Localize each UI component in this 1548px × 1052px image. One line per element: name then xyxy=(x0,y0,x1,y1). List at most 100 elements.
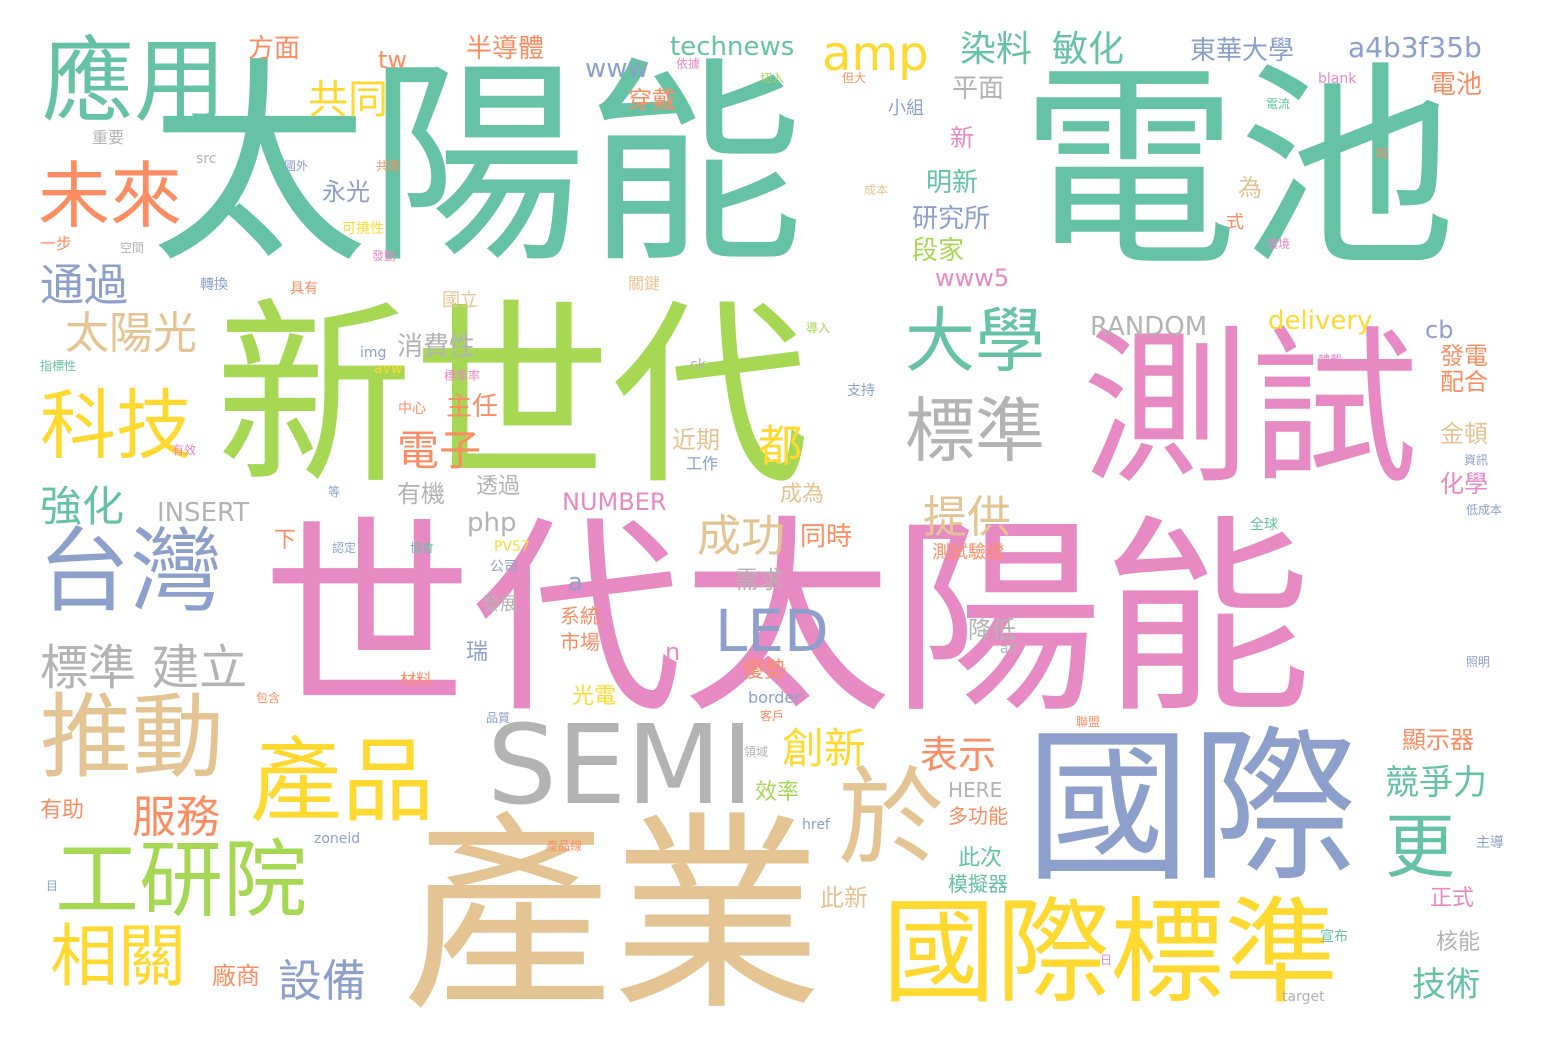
word-indicate: 表示 xyxy=(920,733,997,777)
word-equipment: 設備 xyxy=(278,956,366,1007)
word-university: 大學 xyxy=(905,300,1045,382)
word-organic: 有機 xyxy=(397,480,445,508)
word-www: www xyxy=(585,54,649,84)
word-lighting: 照明 xyxy=(1466,655,1491,669)
word-through: 透過 xyxy=(476,474,521,499)
word-system: 系統 xyxy=(560,604,600,628)
word-dye: 染料 xyxy=(960,29,1033,70)
word-launch: 發動 xyxy=(372,249,397,263)
word-future: 未來 xyxy=(38,154,183,238)
word-efficiency: 效率 xyxy=(755,780,800,805)
word-insert: INSERT xyxy=(157,498,250,528)
word-sensitize: 敏化 xyxy=(1052,29,1125,70)
word-strengthen: 強化 xyxy=(40,482,125,531)
word-tw: tw xyxy=(378,46,408,74)
word-optoelectronic: 光電 xyxy=(572,684,617,709)
word-product-line: 產品線 xyxy=(546,839,583,853)
word-cb: cb xyxy=(1425,316,1454,344)
word-simulator: 模擬器 xyxy=(948,872,1008,896)
word-php: php xyxy=(467,508,517,538)
word-avw: avw xyxy=(374,361,403,377)
word-electronic: 電子 xyxy=(397,426,482,475)
word-application: 應用 xyxy=(42,28,227,135)
word-amp: amp xyxy=(822,26,929,82)
word-zoneid: zoneid xyxy=(314,831,361,847)
word-style: 式 xyxy=(1226,212,1244,233)
word-provide: 提供 xyxy=(923,492,1011,543)
word-ndhu: 東華大學 xyxy=(1190,36,1295,66)
word-support: 支持 xyxy=(847,383,875,399)
word-innovation: 創新 xyxy=(782,724,867,773)
word-but-big: 但大 xyxy=(842,71,867,85)
word-wearable: 穿戴 xyxy=(628,86,676,114)
word-this-time: 此次 xyxy=(958,846,1003,871)
word-helpful: 有助 xyxy=(40,798,85,823)
word-solar-energy: 太陽能 xyxy=(150,40,804,293)
word-ck: ck xyxy=(690,357,706,373)
word-multifunction: 多功能 xyxy=(948,804,1008,828)
word-common: 共同 xyxy=(308,77,388,123)
word-simultaneously: 同時 xyxy=(800,522,853,552)
word-info: 資訊 xyxy=(1464,453,1489,467)
word-kinton: 金頓 xyxy=(1440,420,1488,448)
word-important: 重要 xyxy=(92,128,125,147)
word-customer: 客戶 xyxy=(760,709,785,723)
word-semiconductor: 半導體 xyxy=(466,34,545,64)
word-everlight: 永光 xyxy=(322,178,370,206)
word-rui: 瑞 xyxy=(466,640,489,665)
word-technews: technews xyxy=(670,32,795,62)
word-effective: 有效 xyxy=(172,443,197,457)
word-service: 服務 xyxy=(132,792,220,843)
word-demand: 需求 xyxy=(735,566,783,594)
word-institute: 研究所 xyxy=(912,204,991,234)
word-eye: 目 xyxy=(46,879,59,893)
word-plane: 平面 xyxy=(952,74,1005,104)
word-lead: 主導 xyxy=(1476,835,1504,851)
word-environment: 環境 xyxy=(1266,237,1291,251)
word-include: 包含 xyxy=(256,691,281,705)
word-import: 導入 xyxy=(806,321,831,335)
word-low-cost: 低成本 xyxy=(1466,503,1503,517)
word-association: 協會 xyxy=(410,541,435,555)
word-n: n xyxy=(665,638,681,666)
word-number: NUMBER xyxy=(562,488,667,516)
word-random: RANDOM xyxy=(1090,312,1208,342)
word-src: src xyxy=(196,151,217,167)
word-taiwan: 台灣 xyxy=(38,518,223,625)
word-for: 為 xyxy=(1238,174,1262,202)
word-material: 材料 xyxy=(400,670,433,689)
word-repost: 轉載 xyxy=(1318,353,1343,367)
word-company: 公司 xyxy=(490,559,518,575)
word-landmark: 指標性 xyxy=(40,359,77,373)
word-director: 主任 xyxy=(446,392,499,422)
word-blank: blank xyxy=(1318,71,1357,87)
word-quality: 品質 xyxy=(486,711,511,725)
word-certify: 認定 xyxy=(332,541,357,555)
word-semi: SEMI xyxy=(487,701,754,829)
word-this-new: 此新 xyxy=(820,884,868,912)
word-center: 中心 xyxy=(398,401,426,417)
word-domain: 領域 xyxy=(744,745,769,759)
word-consumer: 消費性 xyxy=(397,332,476,362)
word-cost: 成本 xyxy=(864,183,889,197)
word-alliance: 聯盟 xyxy=(1076,715,1101,729)
word-work: 工作 xyxy=(686,454,719,473)
word-standard-rate: 標準率 xyxy=(444,369,481,383)
word-led: LED xyxy=(715,597,829,665)
word-reduce: 降低 xyxy=(968,616,1016,644)
word-technique: 技術 xyxy=(1412,965,1480,1005)
word-conversion: 轉換 xyxy=(200,277,228,293)
word-international-standard: 國際標準 xyxy=(882,886,1339,1019)
word-global: 全球 xyxy=(1250,517,1278,533)
word-success: 成功 xyxy=(697,511,785,562)
word-sunlight: 太陽光 xyxy=(65,308,197,359)
word-manufacturer: 廠商 xyxy=(212,962,260,990)
word-hash: a4b3f35b xyxy=(1348,31,1482,64)
word-under: 下 xyxy=(274,528,297,553)
word-cut-in: 切入 xyxy=(760,71,785,85)
word-target: target xyxy=(1282,989,1325,1005)
word-itri: 工研院 xyxy=(55,831,308,929)
word-nuclear: 核能 xyxy=(1436,930,1481,955)
word-display: 顯示器 xyxy=(1402,726,1474,754)
